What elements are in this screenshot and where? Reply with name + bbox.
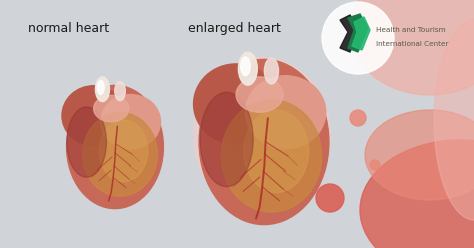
Ellipse shape [365, 110, 474, 200]
Ellipse shape [62, 86, 125, 146]
Ellipse shape [100, 94, 161, 149]
Circle shape [350, 110, 366, 126]
Text: Health and Tourism: Health and Tourism [376, 27, 446, 33]
Ellipse shape [193, 58, 330, 213]
Ellipse shape [199, 60, 329, 225]
Ellipse shape [238, 52, 257, 85]
Ellipse shape [241, 57, 250, 76]
Ellipse shape [193, 64, 279, 144]
Ellipse shape [97, 80, 104, 94]
Ellipse shape [95, 77, 109, 102]
Ellipse shape [360, 140, 474, 248]
Ellipse shape [67, 85, 164, 209]
Ellipse shape [94, 95, 129, 122]
Circle shape [370, 160, 380, 170]
Circle shape [316, 184, 344, 212]
Ellipse shape [82, 113, 157, 196]
Ellipse shape [244, 110, 309, 192]
Text: enlarged heart: enlarged heart [188, 22, 281, 35]
Polygon shape [340, 15, 360, 52]
Ellipse shape [350, 0, 474, 95]
Ellipse shape [434, 20, 474, 220]
Ellipse shape [100, 120, 148, 182]
Polygon shape [348, 14, 368, 52]
Ellipse shape [200, 92, 253, 187]
Ellipse shape [115, 81, 125, 101]
Ellipse shape [221, 100, 321, 212]
Ellipse shape [67, 107, 106, 177]
Ellipse shape [246, 76, 326, 149]
Circle shape [322, 2, 394, 74]
Text: normal heart: normal heart [28, 22, 109, 35]
Ellipse shape [264, 58, 279, 84]
Polygon shape [352, 17, 370, 50]
Text: International Center: International Center [376, 41, 448, 47]
Ellipse shape [236, 77, 283, 112]
